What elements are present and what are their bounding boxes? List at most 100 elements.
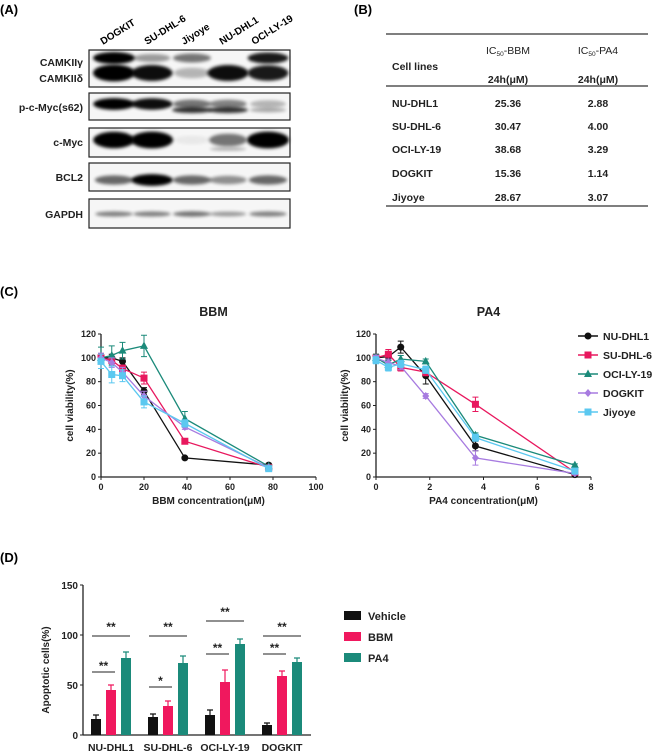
- table-header-ic50-pa4: IC50-PA4: [578, 45, 618, 58]
- error-bar: [294, 657, 300, 662]
- data-point: [181, 454, 189, 462]
- data-point: [584, 351, 592, 359]
- blot-band: [131, 174, 173, 186]
- table-header-pa4-unit: 24h(μM): [578, 74, 618, 86]
- y-tick-label: 120: [81, 329, 96, 339]
- y-tick-label: 150: [61, 581, 78, 592]
- legend-item: Vehicle: [344, 611, 406, 623]
- data-point: [140, 398, 148, 406]
- bbm-viability-chart: BBM 0 20 40 60 80 100 0 20 40 60 80 100 120 BBM concen…: [65, 305, 324, 507]
- data-point: [584, 369, 592, 377]
- y-tick-label: 80: [86, 377, 96, 387]
- blot-band: [209, 211, 247, 217]
- data-point: [108, 371, 116, 379]
- blot-band: [173, 53, 211, 63]
- table-cell-ic50-bbm: 38.68: [495, 144, 521, 156]
- x-axis-label: PA4 concentration(μM): [429, 496, 538, 507]
- panel-label-d: (D): [0, 550, 18, 565]
- blot-band: [174, 67, 210, 79]
- error-bar: [237, 638, 243, 644]
- data-point: [584, 389, 592, 397]
- data-point: [584, 408, 592, 416]
- data-point: [471, 434, 479, 442]
- table-cell-line: DOGKIT: [392, 168, 433, 180]
- blot-band: [173, 99, 211, 109]
- legend-swatch: [344, 632, 361, 641]
- blot-band: [209, 133, 247, 147]
- table-cell-ic50-pa4: 4.00: [588, 121, 609, 133]
- bar-bbm: [106, 690, 116, 735]
- bar-pa4: [121, 658, 131, 735]
- y-tick-label: 0: [91, 472, 96, 482]
- bar-vehicle: [205, 715, 215, 735]
- data-point: [118, 346, 127, 354]
- blot-band: [173, 211, 211, 217]
- blot-band: [131, 131, 173, 149]
- data-point: [397, 360, 405, 368]
- y-tick-label: 120: [356, 329, 371, 339]
- error-bar: [222, 669, 228, 682]
- chart-title: PA4: [477, 305, 500, 319]
- y-tick-label: 60: [86, 401, 96, 411]
- blot-band: [133, 211, 171, 217]
- table-cell-line: Jiyoye: [392, 192, 425, 204]
- data-point: [384, 350, 392, 358]
- bar-bbm: [163, 706, 173, 735]
- blot-band: [131, 98, 173, 110]
- significance-stars: **: [213, 641, 223, 655]
- ic50-table: Cell lines IC50-BBM 24h(μM) IC50-PA4 24h…: [386, 33, 648, 207]
- bar-bbm: [220, 682, 230, 735]
- x-tick-label: 80: [268, 482, 278, 492]
- data-point: [422, 391, 430, 400]
- y-tick-label: 40: [361, 424, 371, 434]
- error-bar: [207, 709, 213, 715]
- x-tick-label: 40: [182, 482, 192, 492]
- x-tick-label: 20: [139, 482, 149, 492]
- legend-item: PA4: [344, 653, 389, 665]
- significance-stars: **: [270, 641, 280, 655]
- data-point: [108, 358, 116, 367]
- y-tick-label: 20: [361, 448, 371, 458]
- blot-row-label: c-Myc: [53, 137, 83, 149]
- data-point: [97, 357, 105, 365]
- data-point: [471, 453, 479, 462]
- y-tick-label: 50: [67, 681, 79, 692]
- y-tick-label: 100: [356, 353, 371, 363]
- blot-band: [133, 53, 171, 63]
- error-bar: [150, 713, 156, 717]
- legend-label: Vehicle: [368, 611, 406, 623]
- table-cell-ic50-bbm: 30.47: [495, 121, 521, 133]
- legend-label: Jiyoye: [603, 407, 636, 419]
- blot-row-label: GAPDH: [45, 209, 83, 221]
- blot-row-label: BCL2: [56, 172, 84, 184]
- blot-row-label: CAMKIIδ: [39, 73, 83, 85]
- chart-title: BBM: [199, 305, 227, 319]
- significance-stars: **: [106, 620, 116, 634]
- blot-band: [174, 135, 210, 145]
- x-tick-label: 6: [535, 482, 540, 492]
- blot-band: [93, 52, 135, 64]
- lane-label: Jiyoye: [180, 21, 213, 47]
- legend-item: BBM: [344, 632, 393, 644]
- legend-label: NU-DHL1: [603, 331, 649, 343]
- legend-label: BBM: [368, 632, 393, 644]
- data-point: [119, 372, 126, 380]
- blot-band: [249, 211, 287, 217]
- data-point: [571, 467, 579, 475]
- data-point: [181, 419, 189, 427]
- apoptosis-legend: Vehicle BBM PA4: [344, 611, 406, 665]
- data-point: [471, 442, 479, 450]
- y-axis-label: Apoptotic cells(%): [41, 626, 52, 713]
- table-cell-ic50-pa4: 3.29: [588, 144, 609, 156]
- y-tick-label: 0: [366, 472, 371, 482]
- series-jiyoye: [372, 356, 579, 475]
- data-point: [570, 460, 579, 469]
- series-line: [100, 345, 270, 467]
- error-bar: [264, 722, 270, 725]
- legend-item: NU-DHL1: [578, 331, 649, 343]
- data-point: [421, 356, 430, 365]
- blot-row-label: CAMKIIγ: [40, 57, 83, 69]
- panel-label-b: (B): [354, 2, 372, 17]
